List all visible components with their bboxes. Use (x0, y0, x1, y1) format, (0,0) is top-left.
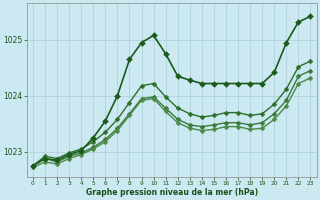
X-axis label: Graphe pression niveau de la mer (hPa): Graphe pression niveau de la mer (hPa) (86, 188, 258, 197)
